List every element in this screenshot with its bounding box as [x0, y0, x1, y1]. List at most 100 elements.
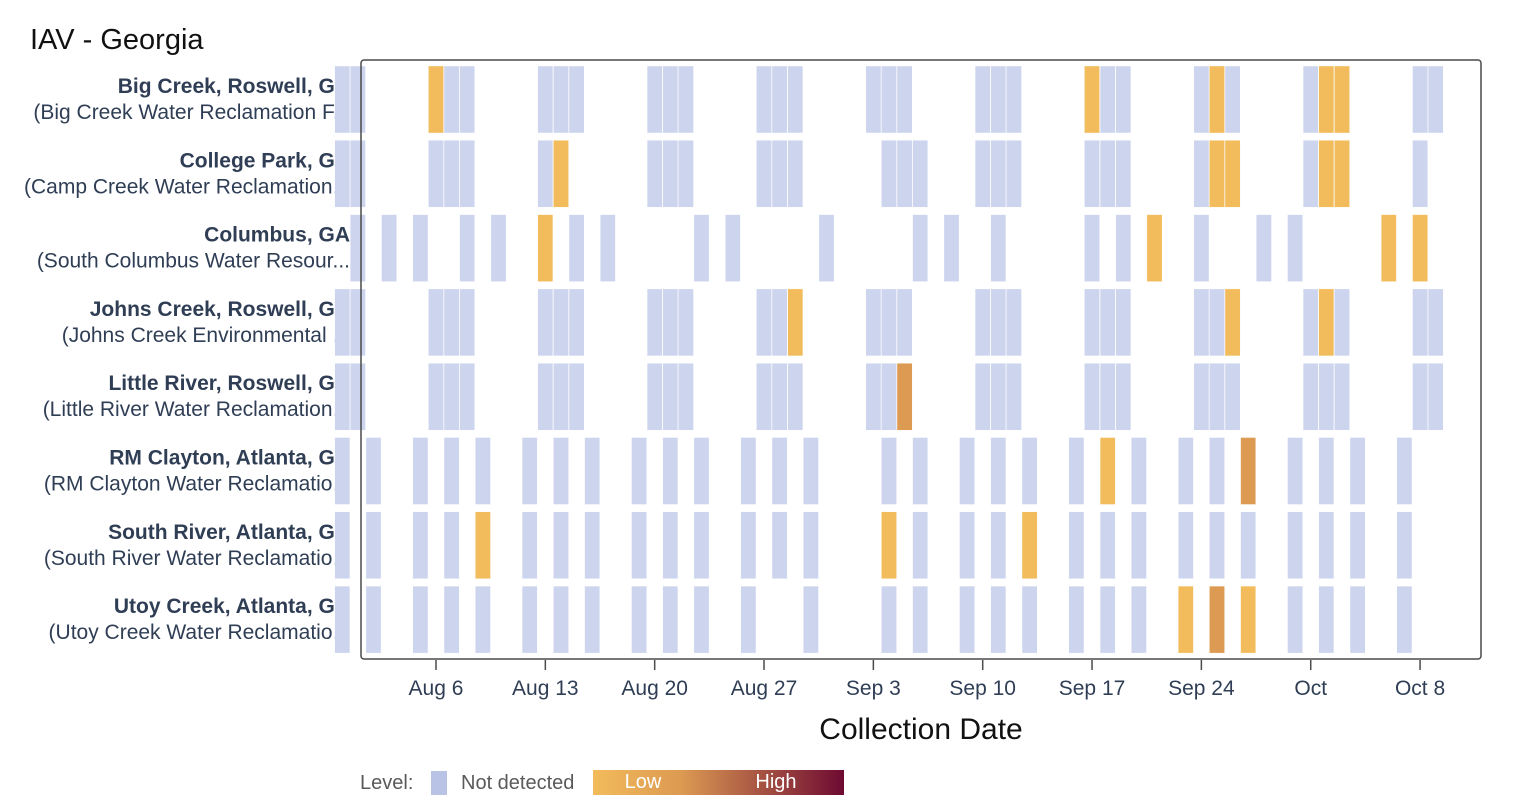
sample-cell [443, 511, 460, 579]
sample-cell [1131, 585, 1147, 654]
sample-cell [662, 288, 679, 357]
sample-cell [365, 437, 382, 505]
site-subtitle-label: (South River Water Reclamatio... [44, 547, 350, 570]
sample-cell [1099, 437, 1116, 505]
sample-cell [646, 363, 663, 431]
sample-cell [1209, 437, 1225, 505]
sample-cell [881, 437, 897, 505]
sample-cell [1209, 585, 1225, 654]
sample-cell [1131, 437, 1147, 505]
sample-cell [1115, 214, 1132, 282]
sample-cell [365, 511, 382, 579]
sample-cell [631, 585, 647, 654]
sample-cell [584, 511, 600, 579]
sample-cell [1115, 140, 1132, 208]
sample-cell [428, 140, 444, 208]
site-labels: Big Creek, Roswell, GA (Big Creek Water R… [24, 75, 350, 644]
sample-cell [803, 511, 819, 579]
sample-cell [475, 585, 491, 654]
sample-cell [1334, 65, 1350, 134]
sample-cell [1302, 65, 1319, 134]
sample-cell [1287, 214, 1303, 282]
sample-cell [428, 65, 444, 134]
sample-cell [787, 363, 804, 431]
sample-cell [1006, 363, 1022, 431]
sample-cell [1318, 65, 1335, 134]
sample-cell [990, 65, 1007, 134]
sample-cell [943, 214, 960, 282]
sample-cell [912, 140, 928, 208]
sample-cell [334, 437, 351, 505]
sample-cell [537, 65, 554, 134]
sample-cell [1084, 214, 1100, 282]
x-tick-label: Aug 13 [512, 677, 579, 700]
sample-cell [1068, 437, 1085, 505]
sample-cell [1177, 585, 1194, 654]
sample-cell [662, 511, 679, 579]
sample-cell [1412, 214, 1428, 282]
plot-frame [360, 59, 1482, 660]
site-name-label: Utoy Creek, Atlanta, GA [114, 595, 350, 618]
sample-cell [1318, 363, 1335, 431]
sample-cell [990, 511, 1007, 579]
sample-cell [1177, 437, 1194, 505]
sample-cell [865, 288, 882, 357]
sample-cell [787, 140, 804, 208]
sample-cell [1318, 437, 1335, 505]
sample-cell [771, 140, 788, 208]
sample-cell [1427, 65, 1444, 134]
sample-cell [787, 288, 804, 357]
sample-cell [459, 363, 476, 431]
sample-cell [1115, 288, 1132, 357]
sample-cell [974, 288, 991, 357]
sample-cell [693, 511, 710, 579]
sample-cell [1006, 65, 1022, 134]
sample-cell [865, 363, 882, 431]
sample-cell [1349, 511, 1366, 579]
sample-cell [428, 288, 444, 357]
sample-cell [662, 140, 679, 208]
sample-cell [725, 214, 741, 282]
legend-high-label: High [755, 771, 796, 793]
sample-cell [756, 288, 772, 357]
sample-cell [1302, 288, 1319, 357]
sample-cell [1334, 288, 1350, 357]
sample-cell [740, 585, 757, 654]
sample-cell [959, 585, 975, 654]
sample-cell [350, 140, 366, 208]
sample-cell [1193, 140, 1210, 208]
sample-cell [678, 65, 694, 134]
x-tick-label: Oct 8 [1395, 677, 1445, 700]
sample-cell [568, 363, 585, 431]
sample-cell [537, 288, 554, 357]
site-subtitle-label: (Utoy Creek Water Reclamatio... [49, 621, 350, 644]
sample-cell [896, 65, 913, 134]
sample-cell [1068, 511, 1085, 579]
sample-cell [990, 288, 1007, 357]
sample-cell [459, 140, 476, 208]
sample-cell [756, 65, 772, 134]
sample-cell [756, 140, 772, 208]
sample-cell [771, 288, 788, 357]
sample-cell [990, 437, 1007, 505]
sample-cell [1099, 140, 1116, 208]
sample-cell [818, 214, 835, 282]
sample-cell [1318, 511, 1335, 579]
sample-cell [1240, 437, 1256, 505]
sample-cell [896, 288, 913, 357]
sample-cell [443, 363, 460, 431]
sample-cell [568, 288, 585, 357]
sample-cell [881, 288, 897, 357]
sample-cell [881, 65, 897, 134]
sample-cell [443, 65, 460, 134]
sample-cell [1068, 585, 1085, 654]
sample-cell [334, 363, 351, 431]
sample-cell [381, 214, 397, 282]
sample-cell [1412, 288, 1428, 357]
sample-cell [584, 585, 600, 654]
sample-cell [896, 363, 913, 431]
sample-cell [600, 214, 616, 282]
sample-cell [553, 585, 569, 654]
sample-cell [896, 140, 913, 208]
